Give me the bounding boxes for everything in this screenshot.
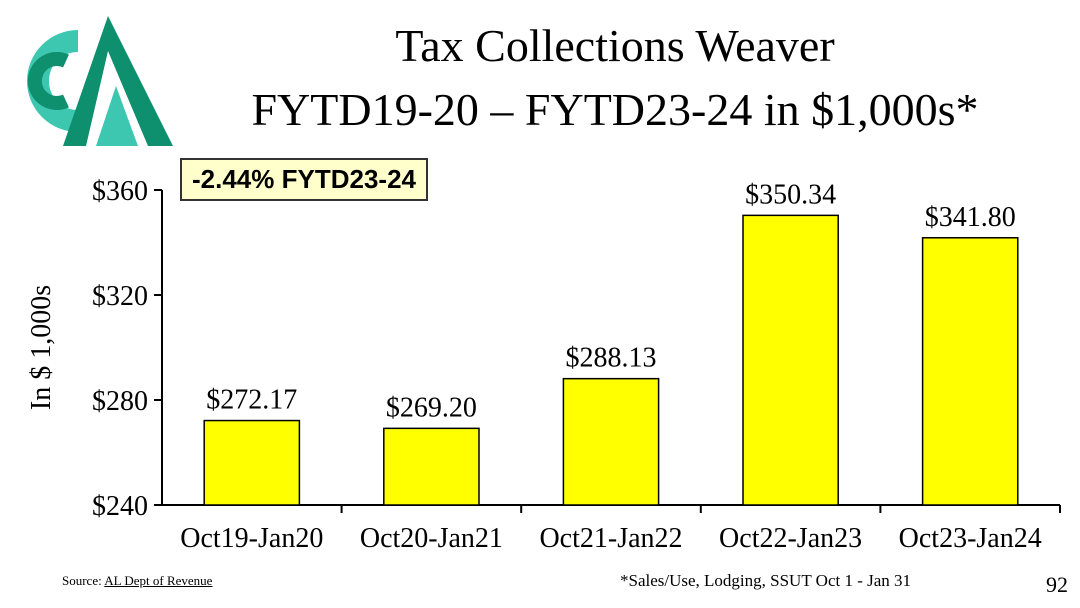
y-tick-label: $360	[92, 176, 148, 207]
y-tick-label: $280	[92, 386, 148, 417]
logo	[27, 16, 173, 146]
x-tick-label: Oct21-Jan22	[539, 523, 682, 554]
x-tick-label: Oct20-Jan21	[360, 523, 503, 554]
page-title-line-2: FYTD19-20 – FYTD23-24 in $1,000s*	[251, 84, 979, 135]
source-note: Source: AL Dept of Revenue	[62, 573, 212, 589]
source-link[interactable]: AL Dept of Revenue	[104, 573, 213, 588]
page-title-line-1: Tax Collections Weaver	[395, 20, 835, 71]
data-label: $350.34	[745, 179, 836, 210]
bar	[921, 237, 1019, 506]
footnote: *Sales/Use, Lodging, SSUT Oct 1 - Jan 31	[620, 571, 912, 590]
data-label: $341.80	[925, 202, 1016, 233]
x-tick-label: Oct22-Jan23	[719, 523, 862, 554]
page-number: 92	[1046, 572, 1068, 597]
y-tick-label: $320	[92, 281, 148, 312]
source-prefix: Source:	[62, 573, 105, 588]
logo-mark-icon	[27, 16, 173, 146]
bar	[383, 427, 480, 506]
bar-chart: $240 $280 $320 $360 In $ 1,000s $272.17 Oct19-…	[26, 176, 1061, 554]
data-label: $269.20	[386, 392, 477, 423]
data-label: $288.13	[566, 343, 657, 374]
bar	[203, 419, 301, 506]
x-tick-label: Oct19-Jan20	[180, 523, 323, 554]
y-tick-label: $240	[92, 491, 148, 522]
x-tick-label: Oct23-Jan24	[899, 523, 1042, 554]
bar	[562, 377, 660, 506]
y-axis-label: In $ 1,000s	[26, 285, 57, 410]
data-label: $272.17	[206, 385, 297, 416]
bar	[742, 214, 839, 506]
change-callout: -2.44% FYTD23-24	[180, 158, 428, 201]
